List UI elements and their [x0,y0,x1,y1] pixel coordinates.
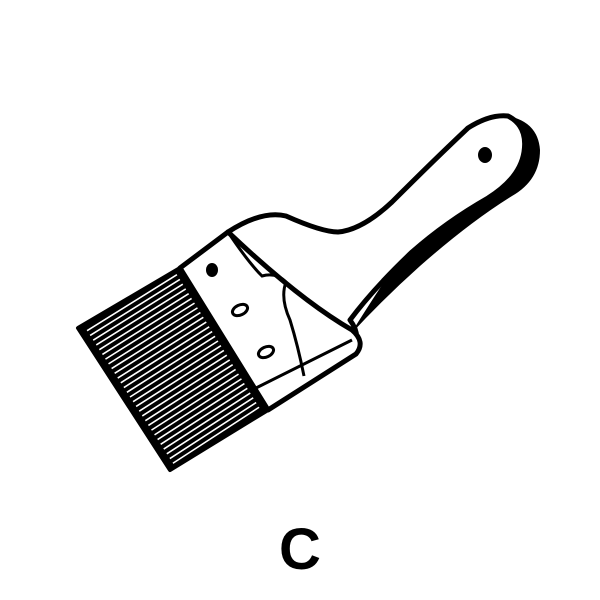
bristle-line [92,283,184,341]
bristle-line [151,373,239,431]
bristle-line [160,387,248,446]
bristle-line [157,382,245,441]
rivet-hole [256,344,276,360]
bristle-line [147,368,237,427]
bristle-line [129,340,219,398]
bristle-line [154,378,242,436]
rivet-hole [230,302,250,318]
bristle-line [163,392,251,450]
bristle-line [98,292,190,351]
hanging-hole [478,147,492,163]
bristle-line [138,354,228,412]
bristle-line [111,311,201,370]
bristle-line [144,363,234,422]
bristle-line [169,401,257,460]
bristle-line [135,349,225,408]
rivet-dot [206,263,218,277]
brush-bristles [76,266,270,472]
bristle-line [120,326,210,384]
bristle-line [105,302,195,360]
bristle-line [95,288,187,346]
bristle-line [172,406,260,464]
figure-caption: C [279,517,321,582]
bristle-line [132,345,222,403]
bristle-line [86,274,178,332]
ferrule-lower-line [255,338,353,390]
ferrule-crimp-line [226,231,306,377]
bristle-line [166,397,254,455]
bristle-line [114,316,204,375]
brush-ferrule [177,229,363,413]
bristle-line [123,330,213,389]
bristle-line [89,278,181,337]
bristle-line [126,335,216,393]
bristle-line [141,359,231,417]
bristle-line [117,321,207,379]
bristle-line [108,307,198,365]
bristle-line [101,297,193,356]
